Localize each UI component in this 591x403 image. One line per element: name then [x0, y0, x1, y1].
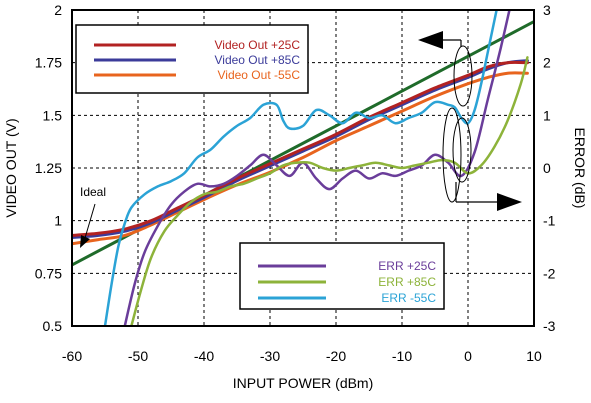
y-left-tick-label: 0.5	[43, 318, 63, 334]
right-axis-ellipse-1	[442, 107, 462, 203]
y-right-tick-label: 3	[543, 2, 551, 18]
x-tick-label: -10	[392, 348, 412, 364]
x-tick-label: -30	[260, 348, 280, 364]
y-left-tick-label: 1	[54, 213, 62, 229]
y-right-tick-label: 2	[543, 55, 551, 71]
y-left-tick-label: 0.75	[35, 265, 62, 281]
legend-label-video-m55c: Video Out -55C	[218, 68, 301, 82]
ideal-annotation: Ideal	[80, 185, 106, 248]
series-err-p85c	[130, 56, 529, 326]
left-axis-arrowhead	[418, 31, 443, 49]
x-tick-label: -40	[194, 348, 214, 364]
series-err-m55c	[103, 10, 498, 326]
ideal-arrowhead	[80, 235, 90, 248]
series-video-out-p85c	[72, 59, 529, 239]
x-tick-label: -60	[62, 348, 82, 364]
series-video-out-p25c	[72, 60, 529, 237]
left-axis-ellipse	[453, 45, 473, 107]
series-video-out-m55c	[72, 71, 529, 246]
plot-frame	[71, 9, 535, 327]
tick-labels: -60 -50 -40 -30 -20 -10 0 100.50.7511.251.51.75…	[35, 2, 556, 364]
left-axis-indicator	[418, 31, 473, 107]
right-axis-indicator	[442, 107, 522, 211]
legend-label-video-85c: Video Out +85C	[214, 53, 300, 67]
legend-label-err-m55c: ERR -55C	[381, 291, 436, 305]
y-right-tick-label: 1	[543, 107, 551, 123]
x-tick-label: 0	[464, 348, 472, 364]
y-right-tick-label: -2	[543, 265, 556, 281]
y-right-tick-label: 0	[543, 160, 551, 176]
y-left-tick-label: 1.25	[35, 160, 62, 176]
legend-video-out: Video Out +25C Video Out +85C Video Out …	[75, 24, 309, 94]
ideal-pointer-line	[84, 203, 96, 239]
y-right-tick-label: -3	[543, 318, 556, 334]
y-left-tick-label: 1.75	[35, 55, 62, 71]
legend-label-err-85c: ERR +85C	[378, 275, 436, 289]
y-left-tick-label: 1.5	[43, 107, 63, 123]
y-axis-left-title: VIDEO OUT (V)	[3, 118, 19, 217]
legend-label-video-25c: Video Out +25C	[214, 38, 300, 52]
legend-label-err-25c: ERR +25C	[378, 259, 436, 273]
y-axis-right-title: ERROR (dB)	[572, 128, 588, 209]
x-tick-label: -50	[128, 348, 148, 364]
ideal-label: Ideal	[80, 185, 106, 199]
right-axis-arrowhead	[497, 193, 522, 211]
x-axis-title: INPUT POWER (dBm)	[233, 375, 374, 391]
x-tick-label: 10	[526, 348, 542, 364]
right-axis-ellipse-2	[452, 117, 472, 183]
x-tick-label: -20	[326, 348, 346, 364]
y-right-tick-label: -1	[543, 213, 556, 229]
legend-error: ERR +25C ERR +85C ERR -55C	[239, 242, 445, 310]
y-left-tick-label: 2	[54, 2, 62, 18]
